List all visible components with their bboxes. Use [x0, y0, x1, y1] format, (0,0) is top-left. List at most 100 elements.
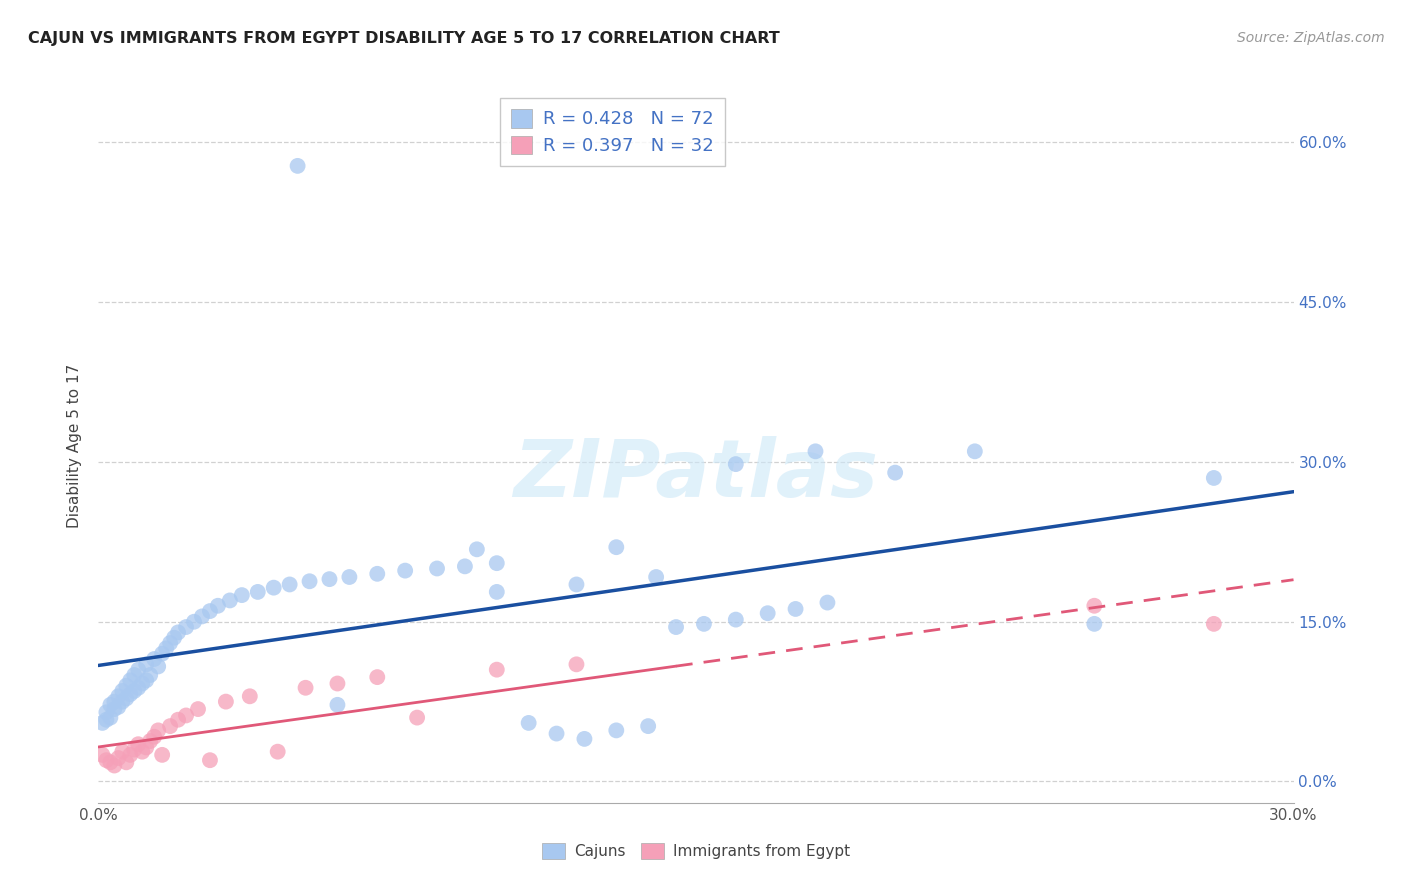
Point	[120, 673, 142, 688]
Point	[884, 466, 907, 480]
Point	[124, 742, 146, 756]
Point	[143, 730, 166, 744]
Point	[693, 616, 716, 631]
Point	[574, 731, 596, 746]
Point	[605, 540, 627, 554]
Point	[131, 676, 153, 690]
Point	[115, 691, 138, 706]
Point	[150, 747, 173, 762]
Point	[454, 559, 477, 574]
Point	[1202, 471, 1225, 485]
Point	[159, 719, 181, 733]
Text: CAJUN VS IMMIGRANTS FROM EGYPT DISABILITY AGE 5 TO 17 CORRELATION CHART: CAJUN VS IMMIGRANTS FROM EGYPT DISABILIT…	[28, 31, 780, 46]
Point	[1083, 616, 1105, 631]
Point	[517, 715, 540, 730]
Point	[96, 706, 118, 720]
Point	[103, 702, 125, 716]
Point	[326, 698, 349, 712]
Point	[135, 740, 157, 755]
Point	[267, 745, 290, 759]
Point	[565, 657, 588, 672]
Point	[107, 751, 129, 765]
Point	[148, 659, 170, 673]
Point	[246, 585, 269, 599]
Text: ZIPatlas: ZIPatlas	[513, 435, 879, 514]
Point	[406, 710, 429, 724]
Point	[637, 719, 659, 733]
Point	[724, 613, 747, 627]
Point	[111, 745, 134, 759]
Point	[187, 702, 209, 716]
Point	[96, 753, 118, 767]
Point	[366, 566, 388, 581]
Point	[127, 681, 149, 695]
Point	[215, 695, 238, 709]
Point	[298, 574, 321, 589]
Point	[107, 690, 129, 704]
Point	[318, 572, 340, 586]
Point	[167, 625, 190, 640]
Point	[91, 747, 114, 762]
Point	[287, 159, 309, 173]
Point	[565, 577, 588, 591]
Point	[366, 670, 388, 684]
Point	[103, 695, 125, 709]
Point	[98, 698, 122, 712]
Point	[120, 687, 142, 701]
Point	[150, 647, 173, 661]
Point	[339, 570, 361, 584]
Point	[756, 606, 779, 620]
Point	[120, 747, 142, 762]
Point	[98, 710, 122, 724]
Point	[143, 652, 166, 666]
Point	[135, 673, 157, 688]
Point	[239, 690, 262, 704]
Point	[107, 700, 129, 714]
Point	[135, 657, 157, 672]
Point	[115, 679, 138, 693]
Point	[111, 684, 134, 698]
Point	[98, 756, 122, 770]
Point	[139, 734, 162, 748]
Point	[804, 444, 827, 458]
Point	[148, 723, 170, 738]
Point	[1202, 616, 1225, 631]
Point	[163, 631, 186, 645]
Point	[155, 641, 177, 656]
Point	[465, 542, 488, 557]
Point	[394, 564, 416, 578]
Point	[546, 726, 568, 740]
Point	[231, 588, 253, 602]
Text: Source: ZipAtlas.com: Source: ZipAtlas.com	[1237, 31, 1385, 45]
Point	[263, 581, 285, 595]
Point	[131, 745, 153, 759]
Point	[485, 556, 508, 570]
Point	[294, 681, 316, 695]
Point	[124, 684, 146, 698]
Point	[198, 753, 221, 767]
Point	[665, 620, 688, 634]
Point	[91, 715, 114, 730]
Point	[139, 668, 162, 682]
Point	[124, 668, 146, 682]
Point	[96, 713, 118, 727]
Point	[207, 599, 229, 613]
Point	[326, 676, 349, 690]
Point	[724, 457, 747, 471]
Point	[174, 620, 197, 634]
Point	[219, 593, 242, 607]
Point	[963, 444, 986, 458]
Point	[103, 758, 125, 772]
Point	[605, 723, 627, 738]
Point	[785, 602, 807, 616]
Y-axis label: Disability Age 5 to 17: Disability Age 5 to 17	[67, 364, 83, 528]
Point	[815, 596, 838, 610]
Point	[115, 756, 138, 770]
Point	[645, 570, 668, 584]
Point	[278, 577, 301, 591]
Point	[198, 604, 221, 618]
Point	[183, 615, 205, 629]
Legend: Cajuns, Immigrants from Egypt: Cajuns, Immigrants from Egypt	[534, 835, 858, 866]
Point	[485, 663, 508, 677]
Point	[191, 609, 214, 624]
